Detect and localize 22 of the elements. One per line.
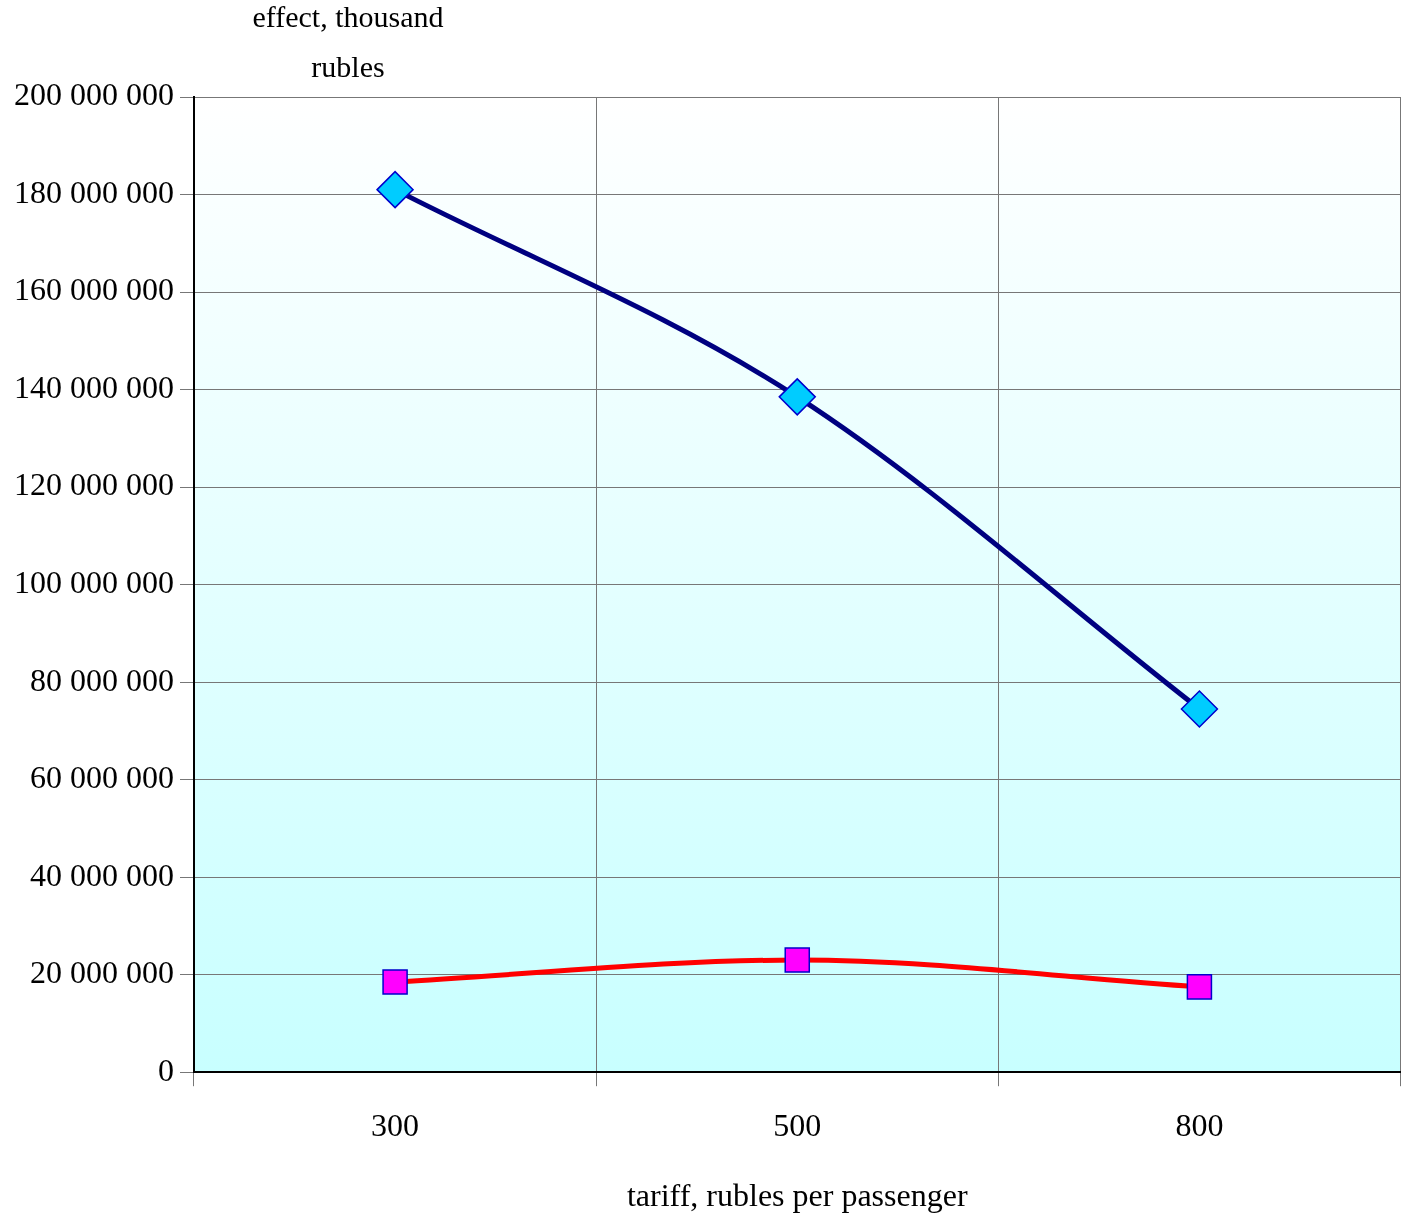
x-tick-label: 300 xyxy=(371,1106,420,1143)
y-tick-label: 40 000 000 xyxy=(30,856,174,893)
x-tick-label: 500 xyxy=(773,1106,822,1143)
y-tick-label: 0 xyxy=(158,1051,174,1088)
point xyxy=(784,947,811,973)
y-axis-title: effect, thousand rubles xyxy=(252,0,444,83)
y-tick-label: 80 000 000 xyxy=(30,661,174,698)
point xyxy=(778,378,816,416)
y-tick-label: 140 000 000 xyxy=(14,368,174,405)
point xyxy=(1186,974,1213,1000)
x-tick-label: 800 xyxy=(1175,1106,1224,1143)
y-tick-label: 120 000 000 xyxy=(14,466,174,503)
y-tick-label: 180 000 000 xyxy=(14,173,174,210)
y-tick-label: 60 000 000 xyxy=(30,759,174,796)
point xyxy=(1180,690,1219,728)
point xyxy=(376,170,414,209)
y-tick-label: 100 000 000 xyxy=(14,564,174,601)
x-axis-title: tariff, rubles per passenger xyxy=(626,1177,968,1214)
y-tick-label: 160 000 000 xyxy=(14,271,174,308)
y-tick-label: 200 000 000 xyxy=(14,76,174,113)
y-tick-label: 20 000 000 xyxy=(30,954,174,991)
point xyxy=(382,969,408,995)
